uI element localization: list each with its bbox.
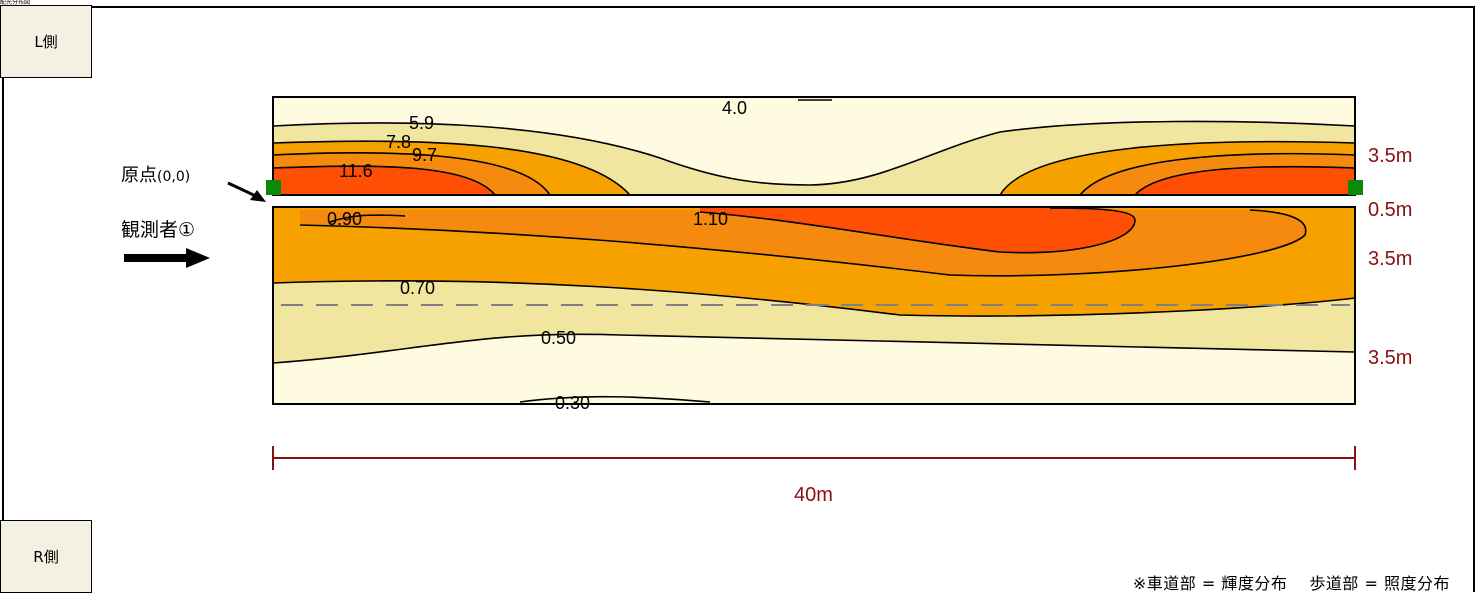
sidewalk-panel xyxy=(272,96,1356,196)
luminaire-marker-left xyxy=(266,180,281,195)
page-title-fragment: 配光分布図 xyxy=(0,0,31,6)
diagram-frame xyxy=(2,6,1475,592)
contour-label: 0.50 xyxy=(541,328,577,348)
contour-label: 4.0 xyxy=(722,98,748,118)
contour-label: 11.6 xyxy=(339,161,373,181)
origin-label: 原点(0,0) xyxy=(121,161,190,187)
width-label: 3.5m xyxy=(1368,145,1413,167)
contour-label: 0.70 xyxy=(400,278,436,298)
footnote: ※車道部 = 輝度分布 歩道部 = 照度分布 xyxy=(1132,574,1450,593)
width-label: 0.5m xyxy=(1368,199,1413,221)
length-dimension-line xyxy=(272,446,1356,470)
origin-arrow-icon xyxy=(227,181,266,202)
contour-label: 9.7 xyxy=(412,145,438,165)
width-label: 3.5m xyxy=(1368,248,1413,270)
observer-arrow-icon xyxy=(124,248,210,268)
road-panel xyxy=(272,206,1356,405)
luminaire-marker-right xyxy=(1348,180,1363,195)
contour-label: 1.10 xyxy=(693,209,729,229)
contour-label: 7.8 xyxy=(386,132,412,152)
contour-label: 5.9 xyxy=(409,113,435,133)
contour-label: 0.90 xyxy=(327,209,363,229)
length-label: 40m xyxy=(794,484,833,506)
origin-coords: (0,0) xyxy=(157,169,191,185)
contour-label: 0.30 xyxy=(555,393,591,413)
side-label-left: L側 xyxy=(0,5,92,78)
observer-label: 観測者① xyxy=(121,219,196,241)
width-label: 3.5m xyxy=(1368,347,1413,369)
origin-label-text: 原点 xyxy=(121,165,157,186)
